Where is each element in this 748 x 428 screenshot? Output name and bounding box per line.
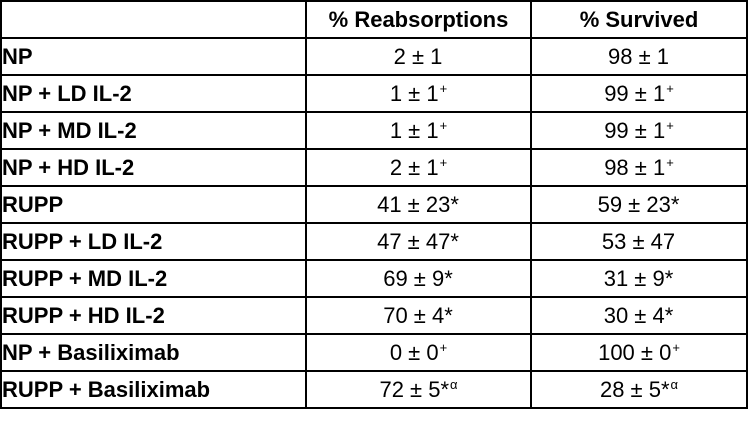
reabsorptions-cell: 41 ± 23* (305, 185, 532, 224)
table-row: NP + MD IL-2 1 ± 1+ 99 ± 1+ (0, 111, 748, 150)
superscript-mark: + (666, 118, 674, 133)
table-row: RUPP + MD IL-2 69 ± 9* 31 ± 9* (0, 259, 748, 298)
reabsorptions-cell: 70 ± 4* (305, 296, 532, 335)
value-text: 47 ± 47* (377, 229, 459, 254)
value-text: 70 ± 4* (383, 303, 453, 328)
value-text: 72 ± 5* (379, 377, 450, 402)
data-table: % Reabsorptions % Survived NP 2 ± 1 98 ±… (0, 0, 748, 409)
row-label: NP + LD IL-2 (0, 74, 307, 113)
value-text: 1 ± 1 (389, 118, 439, 143)
table-row: NP + LD IL-2 1 ± 1+ 99 ± 1+ (0, 74, 748, 113)
reabsorptions-cell: 2 ± 1+ (305, 148, 532, 187)
survived-cell: 53 ± 47 (530, 222, 748, 261)
value-text: 99 ± 1 (604, 81, 666, 106)
superscript-mark: + (439, 155, 448, 170)
value-text: 28 ± 5* (599, 377, 670, 402)
survived-cell: 98 ± 1 (530, 37, 748, 76)
value-text: 31 ± 9* (603, 266, 674, 291)
survived-cell: 28 ± 5*α (530, 370, 748, 409)
header-blank (0, 0, 307, 39)
superscript-mark: + (439, 81, 448, 96)
header-row: % Reabsorptions % Survived (0, 0, 748, 39)
reabsorptions-cell: 47 ± 47* (305, 222, 532, 261)
value-text: 69 ± 9* (383, 266, 453, 291)
row-label: RUPP (0, 185, 307, 224)
table-row: RUPP + LD IL-2 47 ± 47* 53 ± 47 (0, 222, 748, 261)
header-survived: % Survived (530, 0, 748, 39)
reabsorptions-cell: 2 ± 1 (305, 37, 532, 76)
value-text: 41 ± 23* (377, 192, 459, 217)
row-label: RUPP + Basiliximab (0, 370, 307, 409)
survived-cell: 59 ± 23* (530, 185, 748, 224)
reabsorptions-cell: 1 ± 1+ (305, 111, 532, 150)
value-text: 99 ± 1 (604, 118, 666, 143)
value-text: 59 ± 23* (597, 192, 680, 217)
survived-cell: 99 ± 1+ (530, 111, 748, 150)
table-row: NP 2 ± 1 98 ± 1 (0, 37, 748, 76)
table-row: RUPP + Basiliximab 72 ± 5*α 28 ± 5*α (0, 370, 748, 409)
row-label: RUPP + HD IL-2 (0, 296, 307, 335)
row-label: NP + Basiliximab (0, 333, 307, 372)
value-text: 30 ± 4* (603, 303, 674, 328)
row-label: NP + MD IL-2 (0, 111, 307, 150)
value-text: 2 ± 1 (393, 44, 443, 69)
header-reabsorptions: % Reabsorptions (305, 0, 532, 39)
superscript-mark: + (666, 81, 674, 96)
reabsorptions-cell: 72 ± 5*α (305, 370, 532, 409)
superscript-mark: + (666, 155, 674, 170)
value-text: 100 ± 0 (598, 340, 672, 365)
superscript-mark: + (439, 340, 448, 355)
row-label: RUPP + MD IL-2 (0, 259, 307, 298)
survived-cell: 30 ± 4* (530, 296, 748, 335)
superscript-mark: α (450, 377, 458, 392)
reabsorptions-cell: 0 ± 0+ (305, 333, 532, 372)
superscript-mark: + (439, 118, 448, 133)
table-row: RUPP + HD IL-2 70 ± 4* 30 ± 4* (0, 296, 748, 335)
value-text: 53 ± 47 (601, 229, 676, 254)
value-text: 0 ± 0 (389, 340, 439, 365)
table-row: NP + HD IL-2 2 ± 1+ 98 ± 1+ (0, 148, 748, 187)
value-text: 98 ± 1 (604, 155, 666, 180)
value-text: 1 ± 1 (389, 81, 439, 106)
superscript-mark: α (670, 377, 679, 392)
row-label: NP (0, 37, 307, 76)
value-text: 98 ± 1 (607, 44, 669, 69)
superscript-mark: + (672, 340, 680, 355)
survived-cell: 31 ± 9* (530, 259, 748, 298)
survived-cell: 98 ± 1+ (530, 148, 748, 187)
row-label: RUPP + LD IL-2 (0, 222, 307, 261)
value-text: 2 ± 1 (389, 155, 439, 180)
row-label: NP + HD IL-2 (0, 148, 307, 187)
reabsorptions-cell: 69 ± 9* (305, 259, 532, 298)
table-row: RUPP 41 ± 23* 59 ± 23* (0, 185, 748, 224)
survived-cell: 100 ± 0+ (530, 333, 748, 372)
table-row: NP + Basiliximab 0 ± 0+ 100 ± 0+ (0, 333, 748, 372)
reabsorptions-cell: 1 ± 1+ (305, 74, 532, 113)
survived-cell: 99 ± 1+ (530, 74, 748, 113)
